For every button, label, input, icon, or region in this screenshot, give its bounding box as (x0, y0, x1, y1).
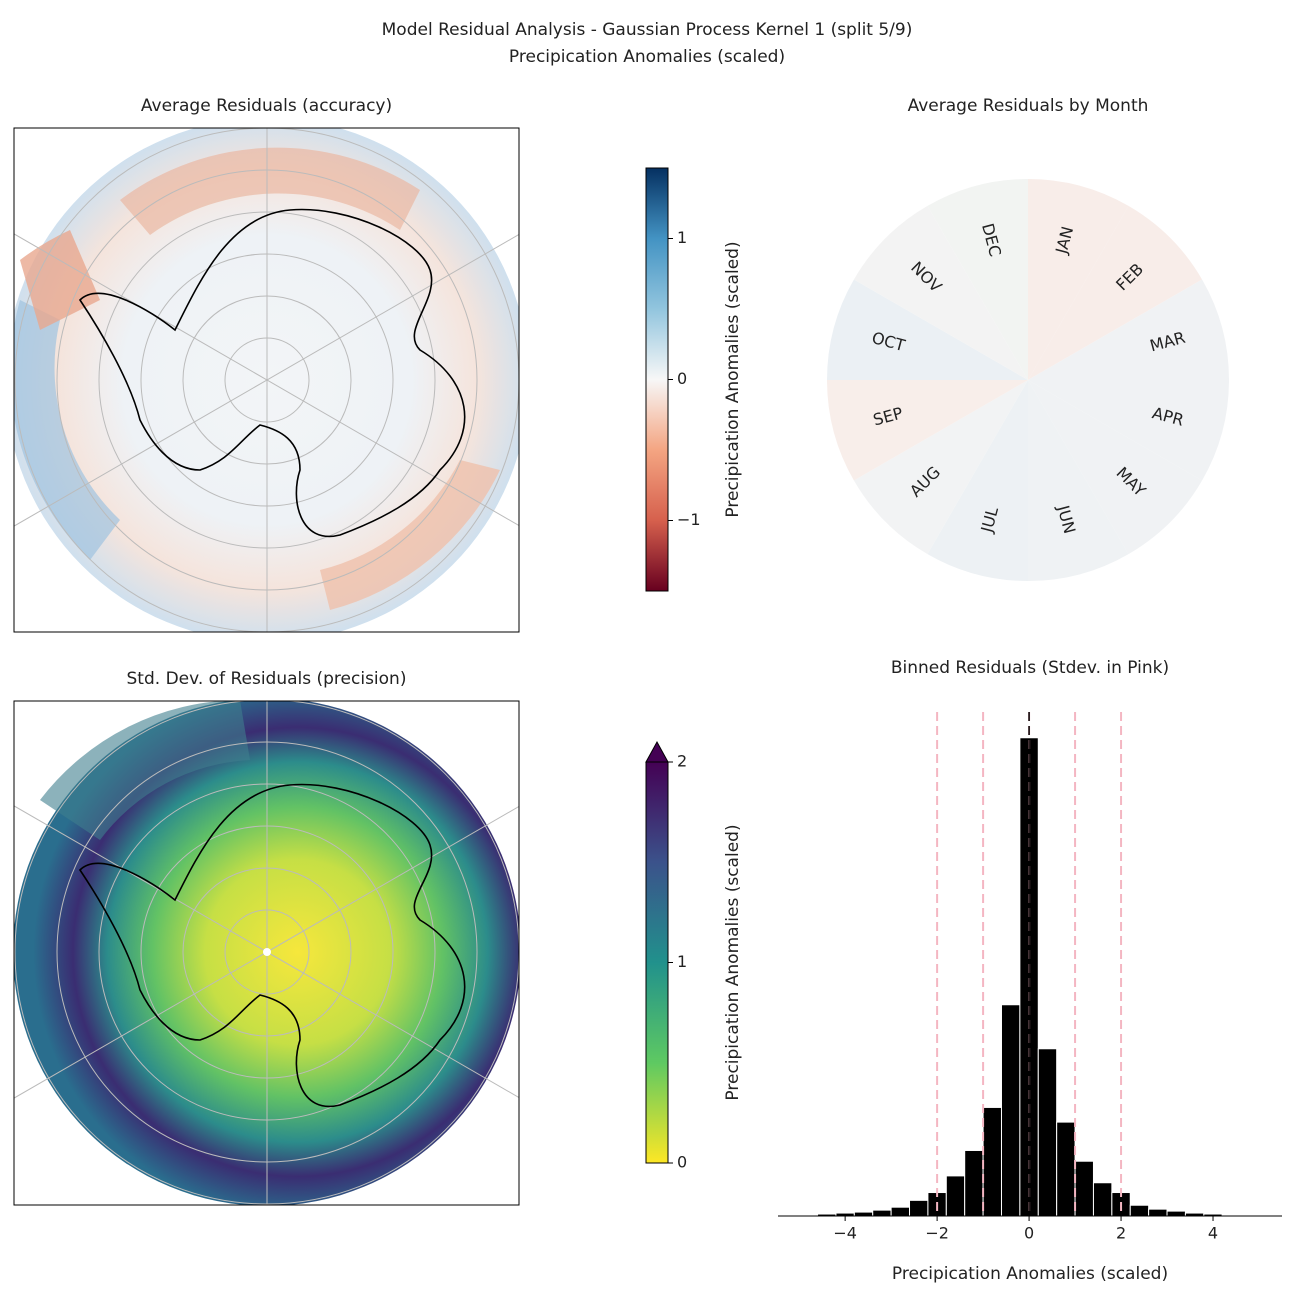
histogram-bar (982, 1106, 1002, 1217)
pie-wedge (1028, 380, 1229, 481)
colorbar-tick-label: 0 (677, 1153, 687, 1172)
x-tick-label: −2 (925, 1224, 949, 1243)
colorbar (645, 167, 669, 592)
histogram-bar (1056, 1121, 1076, 1217)
histogram-bar (1166, 1210, 1186, 1217)
histogram-bar (1019, 737, 1039, 1217)
x-tick-label: 2 (1116, 1224, 1126, 1243)
panel-title: Std. Dev. of Residuals (precision) (127, 669, 407, 689)
map-accuracy (14, 128, 519, 632)
histogram-bar (1074, 1160, 1094, 1217)
colorbar-tick-label: 0 (677, 369, 687, 388)
x-tick-label: −4 (833, 1224, 857, 1243)
x-axis-label: Precipication Anomalies (scaled) (892, 1264, 1168, 1284)
panel-title: Average Residuals (accuracy) (141, 96, 392, 116)
x-tick-label: 0 (1024, 1224, 1034, 1243)
pie-wedge (1028, 205, 1203, 380)
pie-wedge (827, 380, 1028, 481)
pie-wedge (853, 380, 1028, 555)
pie-wedge (827, 279, 1028, 380)
colorbar-label: Precipication Anomalies (scaled) (723, 824, 743, 1100)
pie-wedge (1028, 279, 1229, 380)
figure-subtitle: Precipication Anomalies (scaled) (509, 47, 785, 67)
panel-title: Average Residuals by Month (908, 96, 1149, 116)
colorbar-tick-label: −1 (677, 510, 701, 529)
histogram-bar (890, 1206, 911, 1217)
pie-wedge (927, 380, 1028, 581)
panel-title: Binned Residuals (Stdev. in Pink) (891, 658, 1169, 678)
colorbar (645, 761, 669, 1164)
pie-wedge (853, 205, 1028, 380)
colorbar-extend (645, 740, 669, 763)
colorbar-label: Precipication Anomalies (scaled) (723, 241, 743, 517)
pie-wedge (927, 179, 1028, 380)
histogram-bar (1148, 1208, 1168, 1217)
histogram-bar (853, 1211, 874, 1217)
histogram-bar (1092, 1182, 1113, 1217)
colorbar-tick-label: 1 (677, 952, 687, 971)
histogram-bar (909, 1199, 929, 1217)
pie-wedge (1028, 179, 1129, 380)
pie-wedge (1028, 380, 1203, 555)
histogram-bar (872, 1209, 892, 1217)
map-frame (13, 700, 520, 1206)
histogram-bar (945, 1175, 966, 1217)
figure-title: Model Residual Analysis - Gaussian Proce… (382, 20, 913, 40)
colorbar-tick-label: 2 (677, 752, 687, 771)
map-frame (13, 127, 520, 633)
histogram-bar (1037, 1048, 1058, 1217)
x-tick-label: 4 (1208, 1224, 1218, 1243)
histogram-bar (1129, 1204, 1150, 1217)
pie-wedge (1028, 380, 1129, 581)
histogram-bar (964, 1149, 984, 1217)
histogram-bar (1000, 1004, 1021, 1217)
map-precision (14, 701, 519, 1205)
colorbar-tick-label: 1 (677, 228, 687, 247)
